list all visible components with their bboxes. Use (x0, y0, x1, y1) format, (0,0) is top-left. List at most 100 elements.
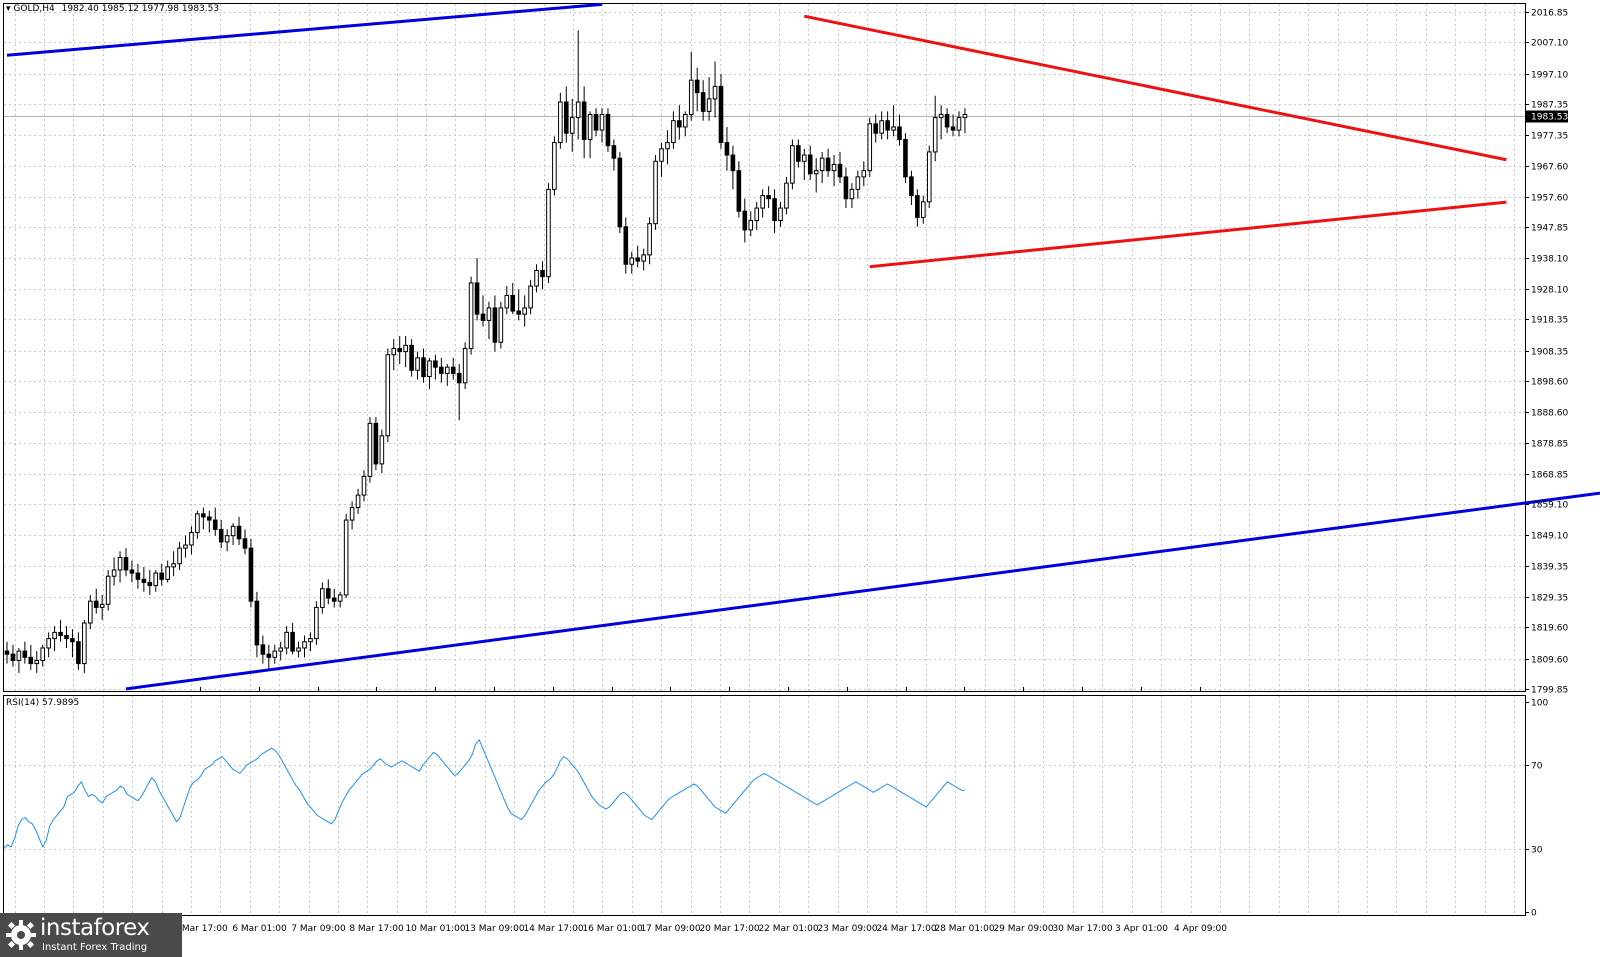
price-tick-label: 1888.60 (1531, 409, 1568, 419)
candle-body-bull (302, 641, 307, 649)
candle-body-bull (272, 650, 278, 658)
candle-body-bear (207, 516, 212, 521)
candle-body-bear (718, 85, 724, 144)
candle-body-bear (700, 92, 706, 112)
candle-body-bear (397, 347, 402, 353)
candle-body-bear (10, 653, 16, 661)
time-tick-label: 13 Mar 09:00 (464, 924, 524, 934)
candle-body-bull (462, 347, 468, 384)
candle-body-bull (355, 494, 361, 509)
price-tick-label: 1829.35 (1531, 594, 1568, 604)
rsi-grid (4, 696, 1525, 915)
time-tick-label: 3 Apr 01:00 (1115, 924, 1168, 934)
price-panel-frame (3, 3, 1526, 692)
time-tick-label: 17 Mar 09:00 (640, 924, 700, 934)
symbol-marker: ▾ (6, 4, 11, 14)
trendline-channel-lower (125, 491, 1600, 691)
candle-body-bull (46, 638, 51, 649)
candle-body-bull (189, 532, 194, 546)
candle-body-bear (915, 195, 920, 218)
price-tick-label: 1868.85 (1531, 471, 1568, 481)
candle-body-bull (337, 594, 343, 602)
candle-body-bear (433, 360, 438, 368)
candle-body-bear (147, 581, 153, 587)
candle-body-bull (320, 588, 325, 608)
candle-body-bear (331, 597, 337, 602)
time-tick-label: 23 Mar 09:00 (817, 924, 877, 934)
ohlc-values: 1982.40 1985.12 1977.98 1983.53 (61, 4, 220, 14)
price-tick-label: 1957.60 (1531, 194, 1568, 204)
time-tick-label: 16 Mar 01:00 (582, 924, 642, 934)
price-tick-label: 1859.10 (1531, 501, 1568, 511)
candle-body-bull (171, 563, 176, 568)
candle-body-bull (427, 360, 432, 378)
candle-body-bear (903, 138, 908, 178)
time-tick-label: 7 Mar 09:00 (291, 924, 346, 934)
candle-body-bull (165, 566, 170, 580)
candle-body-bear (605, 113, 611, 147)
rsi-panel-frame (3, 695, 1526, 916)
candle-body-bull (683, 113, 688, 128)
rsi-tick-label: 30 (1531, 846, 1543, 856)
candle-body-bear (950, 126, 956, 131)
candle-body-bear (123, 556, 129, 571)
candle-body-bull (16, 650, 22, 661)
candle-body-bull (665, 142, 670, 150)
candle-body-bull (546, 188, 551, 278)
candle-body-bull (195, 513, 200, 534)
candle-body-bear (516, 310, 522, 315)
candle-body-bear (837, 163, 843, 178)
price-tick-label: 1839.35 (1531, 563, 1568, 573)
candle-body-bear (742, 210, 748, 231)
candle-body-bear (885, 120, 890, 131)
candle-body-bear (909, 176, 914, 197)
price-tick-label: 1809.60 (1531, 656, 1568, 666)
symbol-label: GOLD,H4 (13, 4, 55, 14)
candle-body-bull (486, 307, 492, 321)
candle-body-bull (314, 606, 319, 640)
candle-body-bull (575, 101, 581, 119)
candle-body-bear (266, 653, 272, 658)
time-tick-label: 10 Mar 01:00 (405, 924, 465, 934)
candle-body-bear (4, 650, 10, 655)
time-axis: 2 Mar 17:00 6 Mar 01:00 7 Mar 09:00 8 Mar 1… (173, 687, 1227, 934)
candle-body-bear (70, 638, 75, 643)
candle-body-bull (230, 525, 236, 537)
candle-body-bull (629, 257, 635, 265)
candle-body-bull (653, 160, 658, 225)
candle-body-bull (932, 117, 938, 153)
candle-body-bear (260, 644, 266, 655)
candle-body-bear (730, 154, 736, 172)
candle-body-bull (855, 176, 861, 190)
price-tick-label: 1928.10 (1531, 286, 1568, 296)
candle-body-bull (99, 603, 105, 608)
candle-body-bear (64, 634, 69, 640)
candle-body-bear (201, 513, 206, 518)
candle-body-bear (724, 142, 730, 156)
rsi-layer (3, 738, 965, 849)
price-tick-label: 1997.10 (1531, 71, 1568, 81)
candle-body-bear (242, 538, 248, 549)
candle-body-bear (611, 145, 617, 159)
candle-body-bear (480, 313, 486, 321)
price-tick-label: 1938.10 (1531, 255, 1568, 265)
candle-body-bull (177, 547, 182, 565)
candle-body-bull (706, 98, 712, 112)
candle-body-bull (587, 113, 593, 140)
rsi-tick-label: 70 (1531, 762, 1543, 772)
candle-body-bull (284, 631, 289, 649)
price-tick-label: 1898.60 (1531, 378, 1568, 388)
price-tick-label: 1799.85 (1531, 686, 1568, 696)
candle-body-bear (772, 198, 777, 222)
candle-body-bull (671, 120, 676, 144)
brand-tagline: Instant Forex Trading (42, 942, 148, 953)
candle-body-bear (58, 631, 63, 636)
price-tick-label: 1967.60 (1531, 163, 1568, 173)
candle-body-bull (379, 435, 385, 465)
candle-body-bull (34, 659, 40, 665)
candle-body-bear (159, 572, 164, 580)
candle-body-bull (534, 269, 539, 287)
price-grid (4, 4, 1525, 691)
candle-body-bull (641, 254, 646, 262)
